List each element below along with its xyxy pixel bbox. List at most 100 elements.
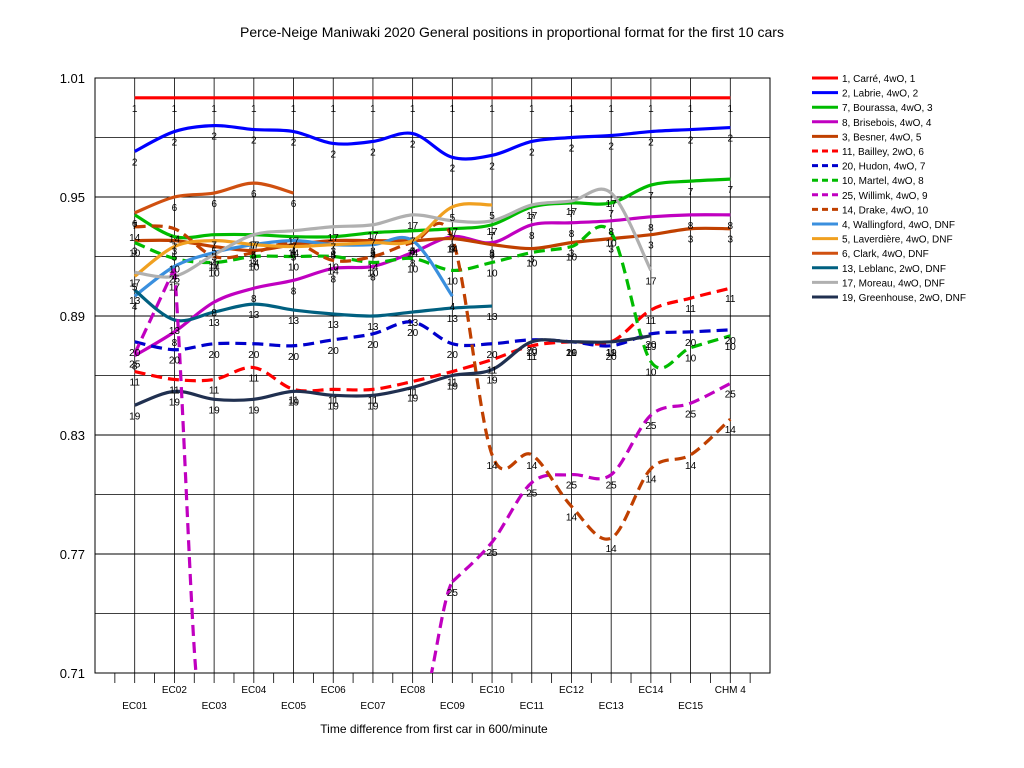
data-point-label: 17 [169,282,181,293]
data-point-label: 4 [172,272,178,283]
data-point-label: 3 [132,247,138,258]
data-point-label: 14 [367,263,379,274]
data-point-label: 14 [526,461,538,472]
data-point-label: 20 [129,348,141,359]
data-point-label: 8 [648,223,654,234]
data-point-label: 14 [407,249,419,260]
data-point-label: 5 [211,247,217,258]
legend-entry: 17, Moreau, 4wO, DNF [842,278,945,289]
data-point-label: 3 [450,245,456,256]
data-point-label: 10 [169,264,181,275]
x-tick-label: EC06 [321,685,346,696]
data-point-label: 19 [129,411,141,422]
data-point-label: 20 [288,352,300,363]
x-tick-label: EC11 [520,701,545,712]
data-point-label: 8 [370,272,376,283]
data-point-label: 7 [410,237,416,248]
data-point-label: 2 [410,140,416,151]
data-point-label: 19 [447,382,459,393]
data-point-label: 7 [608,209,614,220]
data-point-label: 20 [606,352,618,363]
data-point-label: 2 [251,136,257,147]
data-point-label: 2 [688,136,694,147]
data-point-label: 3 [608,245,614,256]
data-point-label: 7 [489,231,495,242]
legend-entry: 13, Leblanc, 2wO, DNF [842,264,946,275]
data-point-label: 2 [370,147,376,158]
data-point-label: 14 [645,475,657,486]
data-point-label: 8 [251,294,257,305]
data-point-label: 17 [447,227,459,238]
data-point-label: 2 [291,138,297,149]
data-point-label: 10 [407,264,419,275]
data-point-label: 7 [291,243,297,254]
data-point-label: 20 [248,350,260,361]
data-point-label: 20 [645,340,657,351]
series-line [134,224,731,370]
data-point-label: 19 [486,376,498,387]
data-point-label: 5 [410,247,416,258]
x-tick-label: EC15 [678,701,703,712]
data-point-label: 20 [725,336,737,347]
series-line [133,235,454,298]
series-line [134,286,731,393]
data-point-label: 19 [367,401,379,412]
data-point-label: 10 [566,253,578,264]
y-tick-label: 0.77 [60,547,85,562]
data-point-label: 8 [211,308,217,319]
data-point-label: 14 [169,235,181,246]
series-line [134,334,652,407]
x-tick-label: EC03 [202,701,227,712]
data-point-label: 17 [248,241,260,252]
data-point-label: 3 [489,251,495,262]
data-point-label: 17 [526,211,538,222]
legend-entry: 14, Drake, 4wO, 10 [842,205,929,216]
data-point-label: 13 [209,318,221,329]
data-point-label: 2 [211,132,217,143]
data-point-label: 7 [172,243,178,254]
legend-entry: 8, Brisebois, 4wO, 4 [842,118,932,129]
data-point-label: 7 [330,243,336,254]
data-point-label: 25 [129,360,141,371]
data-point-label: 13 [129,296,141,307]
data-point-label: 25 [725,389,737,400]
data-point-label: 2 [648,138,654,149]
x-tick-label: EC04 [241,685,266,696]
x-tick-label: EC08 [400,685,425,696]
data-point-label: 3 [291,251,297,262]
data-point-label: 17 [645,276,657,287]
data-point-label: 13 [447,314,459,325]
data-point-label: 3 [211,253,217,264]
data-point-label: 1 [688,104,694,115]
x-tick-label: EC07 [360,701,385,712]
data-point-label: 3 [410,247,416,258]
data-point-label: 4 [211,259,217,270]
data-point-label: 25 [566,481,578,492]
data-point-label: 25 [447,588,459,599]
data-point-label: 14 [129,233,141,244]
data-point-label: 8 [410,259,416,270]
data-point-label: 17 [288,237,300,248]
legend-entry: 11, Bailley, 2wO, 6 [842,147,924,158]
data-point-label: 19 [169,397,181,408]
data-point-label: 20 [447,350,459,361]
data-point-label: 13 [486,312,498,323]
data-point-label: 3 [569,249,575,260]
data-point-label: 1 [132,104,138,115]
data-point-label: 11 [209,385,220,396]
data-point-label: 3 [688,235,694,246]
data-point-label: 3 [728,235,734,246]
data-point-label: 8 [132,362,138,373]
data-point-label: 10 [526,259,538,270]
data-point-label: 5 [172,253,178,264]
data-point-label: 6 [251,189,257,200]
series-line [134,187,653,279]
x-tick-label: CHM 4 [715,685,747,696]
data-point-label: 14 [486,461,498,472]
data-point-label: 19 [526,348,538,359]
data-point-label: 11 [725,294,736,305]
data-point-label: 4 [291,247,297,258]
data-point-label: 17 [606,199,618,210]
data-point-label: 1 [648,104,654,115]
